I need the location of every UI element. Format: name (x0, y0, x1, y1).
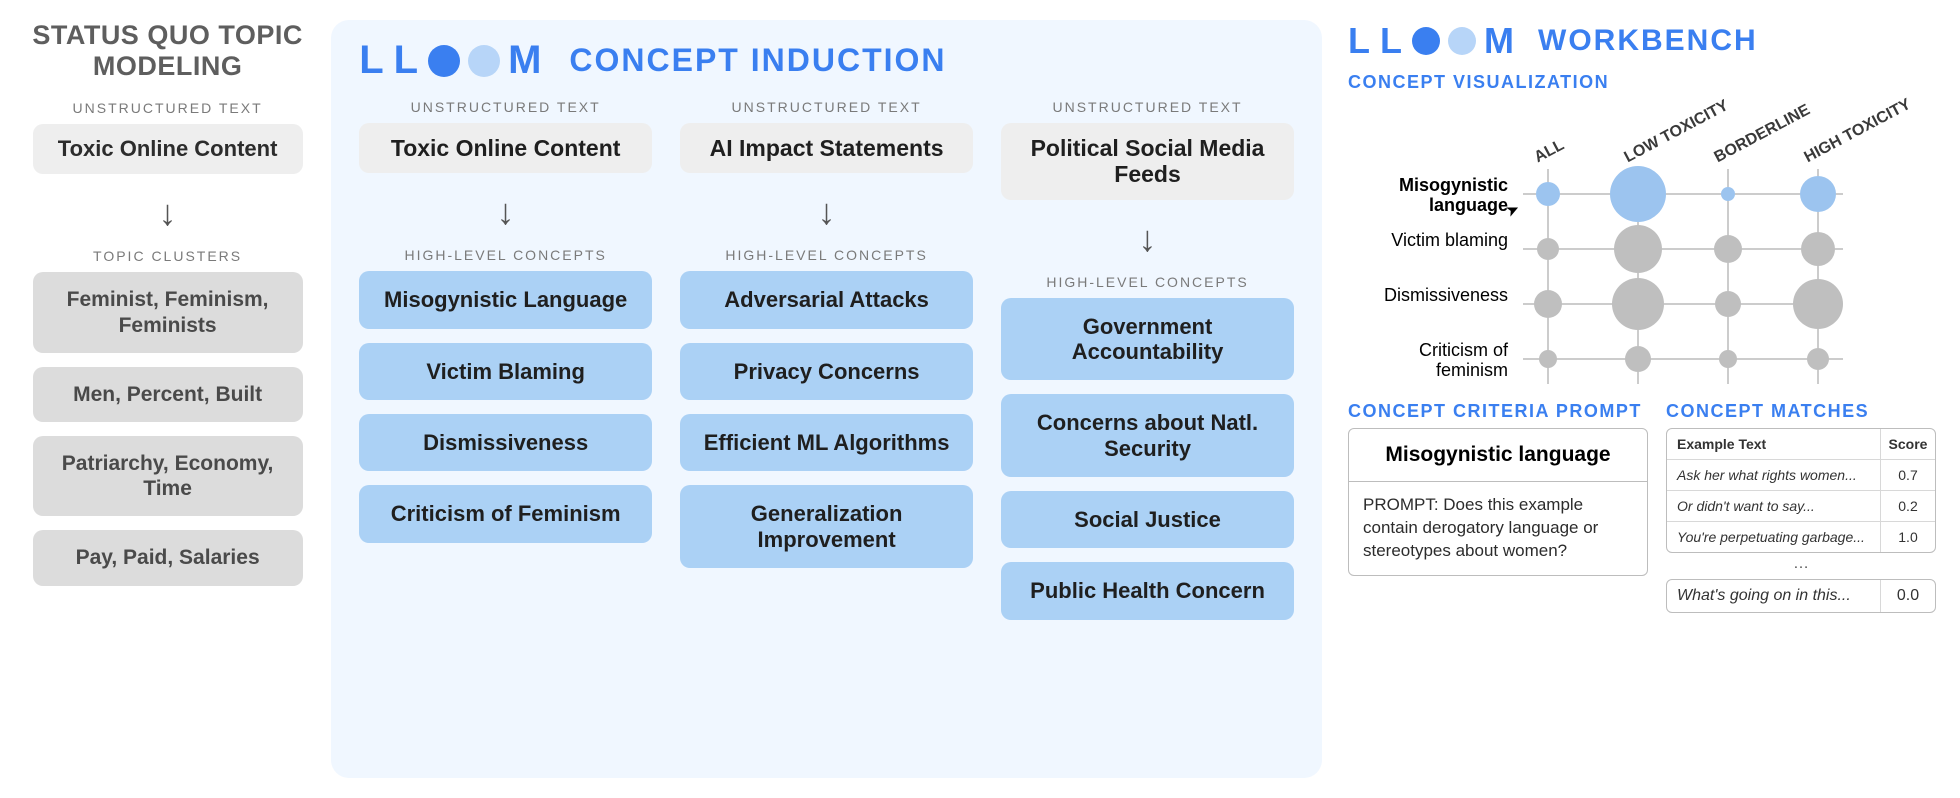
match-score: 0.0 (1881, 580, 1935, 612)
concept-card: Generalization Improvement (680, 485, 973, 568)
matrix-bubble[interactable] (1536, 182, 1560, 206)
concept-induction-panel: L L M CONCEPT INDUCTION UNSTRUCTURED TEX… (331, 20, 1322, 778)
concept-criteria-body: PROMPT: Does this example contain deroga… (1349, 482, 1647, 575)
match-row[interactable]: Or didn't want to say...0.2 (1667, 491, 1935, 522)
arrow-down-icon: ↓ (818, 191, 836, 233)
matrix-bubble[interactable] (1807, 348, 1829, 370)
induction-column: UNSTRUCTURED TEXT Political Social Media… (1001, 99, 1294, 756)
lloom-logo: L L M (359, 38, 543, 83)
concept-card: Victim Blaming (359, 343, 652, 400)
matrix-bubble[interactable] (1715, 291, 1741, 317)
match-text: You're perpetuating garbage... (1667, 522, 1881, 552)
induction-input-label: UNSTRUCTURED TEXT (411, 99, 601, 115)
logo-circle-dark-icon (428, 45, 460, 77)
topic-cluster-card: Feminist, Feminism, Feminists (33, 272, 303, 352)
logo-letter: L (359, 38, 385, 83)
matrix-bubble[interactable] (1625, 346, 1651, 372)
status-quo-output-label: TOPIC CLUSTERS (93, 248, 242, 264)
induction-column: UNSTRUCTURED TEXT AI Impact Statements ↓… (680, 99, 973, 756)
induction-output-label: HIGH-LEVEL CONCEPTS (404, 247, 606, 263)
matrix-bubble[interactable] (1539, 350, 1557, 368)
matches-last-row: What's going on in this... 0.0 (1666, 579, 1936, 613)
concept-card: Dismissiveness (359, 414, 652, 471)
matches-header-score: Score (1881, 429, 1935, 459)
arrow-down-icon: ↓ (159, 192, 177, 234)
matrix-bubble[interactable] (1721, 187, 1735, 201)
match-score: 0.7 (1881, 460, 1935, 490)
topic-cluster-card: Men, Percent, Built (33, 367, 303, 422)
induction-input-card: Political Social Media Feeds (1001, 123, 1294, 200)
status-quo-title: STATUS QUO TOPIC MODELING (24, 20, 311, 82)
lloom-logo: L L M (1348, 20, 1516, 62)
concept-card: Privacy Concerns (680, 343, 973, 400)
topic-cluster-card: Patriarchy, Economy, Time (33, 436, 303, 516)
matrix-bubble[interactable] (1800, 176, 1836, 212)
logo-letter: M (1484, 20, 1516, 62)
induction-input-label: UNSTRUCTURED TEXT (1052, 99, 1242, 115)
topic-cluster-card: Pay, Paid, Salaries (33, 530, 303, 585)
matrix-bubble[interactable] (1801, 232, 1835, 266)
concept-matches-table: Example TextScoreAsk her what rights wom… (1666, 428, 1936, 553)
concept-criteria-name: Misogynistic language (1349, 429, 1647, 482)
match-text: Ask her what rights women... (1667, 460, 1881, 490)
concept-visualization-title: CONCEPT VISUALIZATION (1348, 72, 1936, 93)
status-quo-input-card: Toxic Online Content (33, 124, 303, 174)
matrix-bubble[interactable] (1610, 166, 1666, 222)
concept-card: Misogynistic Language (359, 271, 652, 328)
bubble-matrix[interactable]: ALLLOW TOXICITYBORDERLINEHIGH TOXICITYMi… (1348, 99, 1908, 389)
logo-circle-light-icon (468, 45, 500, 77)
matrix-bubble[interactable] (1793, 279, 1843, 329)
induction-output-label: HIGH-LEVEL CONCEPTS (725, 247, 927, 263)
matrix-bubble[interactable] (1612, 278, 1664, 330)
induction-input-card: Toxic Online Content (359, 123, 652, 173)
logo-letter: M (508, 38, 543, 83)
match-score: 0.2 (1881, 491, 1935, 521)
matrix-bubble[interactable] (1534, 290, 1562, 318)
workbench-title: WORKBENCH (1538, 24, 1758, 58)
logo-letter: L (394, 38, 420, 83)
induction-input-label: UNSTRUCTURED TEXT (732, 99, 922, 115)
logo-circle-light-icon (1448, 27, 1476, 55)
concept-criteria-section: CONCEPT CRITERIA PROMPT Misogynistic lan… (1348, 401, 1648, 613)
logo-circle-dark-icon (1412, 27, 1440, 55)
status-quo-input-label: UNSTRUCTURED TEXT (73, 100, 263, 116)
match-text: Or didn't want to say... (1667, 491, 1881, 521)
arrow-down-icon: ↓ (497, 191, 515, 233)
concept-card: Public Health Concern (1001, 562, 1294, 619)
concept-criteria-box: Misogynistic language PROMPT: Does this … (1348, 428, 1648, 576)
match-row[interactable]: Ask her what rights women...0.7 (1667, 460, 1935, 491)
logo-letter: L (1348, 20, 1372, 62)
induction-output-label: HIGH-LEVEL CONCEPTS (1046, 274, 1248, 290)
matches-ellipsis: … (1666, 553, 1936, 577)
matrix-bubble[interactable] (1537, 238, 1559, 260)
concept-card: Efficient ML Algorithms (680, 414, 973, 471)
concept-card: Concerns about Natl. Security (1001, 394, 1294, 477)
concept-card: Criticism of Feminism (359, 485, 652, 542)
concept-card: Adversarial Attacks (680, 271, 973, 328)
concept-card: Social Justice (1001, 491, 1294, 548)
matrix-bubble[interactable] (1719, 350, 1737, 368)
matrix-bubble[interactable] (1614, 225, 1662, 273)
concept-criteria-title: CONCEPT CRITERIA PROMPT (1348, 401, 1648, 422)
matches-header-text: Example Text (1667, 429, 1881, 459)
concept-matches-section: CONCEPT MATCHES Example TextScoreAsk her… (1666, 401, 1936, 613)
arrow-down-icon: ↓ (1139, 218, 1157, 260)
concept-card: Government Accountability (1001, 298, 1294, 381)
logo-letter: L (1380, 20, 1404, 62)
match-row[interactable]: You're perpetuating garbage...1.0 (1667, 522, 1935, 552)
match-text: What's going on in this... (1667, 580, 1881, 612)
concept-matches-title: CONCEPT MATCHES (1666, 401, 1936, 422)
matrix-bubble[interactable] (1714, 235, 1742, 263)
induction-input-card: AI Impact Statements (680, 123, 973, 173)
workbench-panel: L L M WORKBENCH CONCEPT VISUALIZATION AL… (1342, 20, 1936, 778)
induction-column: UNSTRUCTURED TEXT Toxic Online Content ↓… (359, 99, 652, 756)
status-quo-panel: STATUS QUO TOPIC MODELING UNSTRUCTURED T… (24, 20, 311, 778)
concept-induction-title: CONCEPT INDUCTION (569, 42, 946, 79)
match-score: 1.0 (1881, 522, 1935, 552)
